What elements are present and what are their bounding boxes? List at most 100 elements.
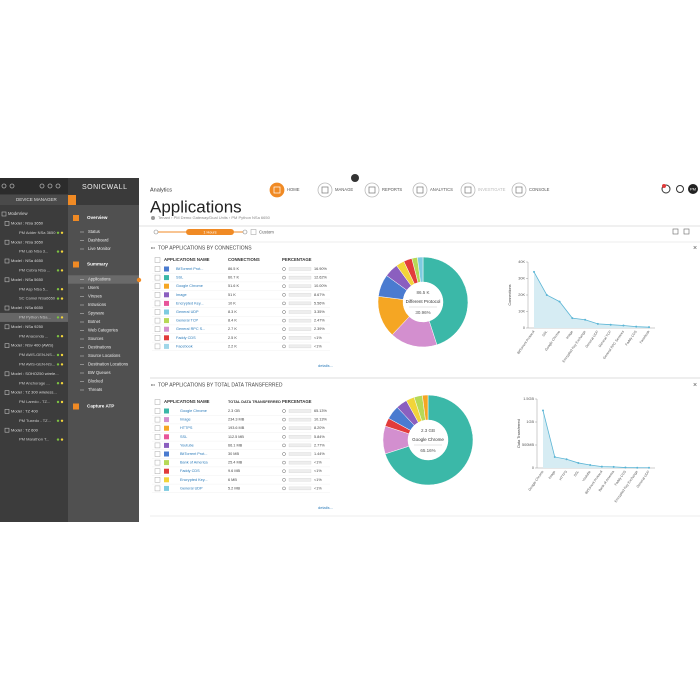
nav-item[interactable]: Source Locations	[88, 353, 120, 358]
menu-toggle[interactable]	[68, 195, 76, 205]
app-name[interactable]: Faddy CDS	[180, 469, 200, 473]
tree-group[interactable]: Model : NSa 3650	[11, 239, 44, 244]
app-name[interactable]: Facebook	[176, 344, 193, 348]
tree-group[interactable]: Model : NSa 6650	[11, 305, 44, 310]
tree-device[interactable]: PM Marathon T...	[19, 437, 49, 442]
app-name[interactable]: HTTPS	[180, 426, 193, 430]
search-icon[interactable]	[282, 452, 286, 456]
app-name[interactable]: General RPC S...	[176, 327, 205, 331]
tab-icon[interactable]	[511, 182, 527, 198]
tree-device[interactable]: PM Lab NSa 3...	[19, 249, 48, 254]
search-icon[interactable]	[282, 443, 286, 448]
tree-toggle[interactable]	[4, 239, 10, 245]
tree-device[interactable]: PM Asp NSa 5...	[19, 286, 48, 291]
search-icon[interactable]	[282, 275, 286, 280]
app-name[interactable]: SSL	[176, 276, 183, 280]
search-icon[interactable]	[282, 417, 286, 422]
donut-segment[interactable]	[384, 394, 474, 486]
search-icon[interactable]	[282, 267, 286, 271]
data-point[interactable]	[622, 324, 625, 327]
data-point[interactable]	[553, 455, 556, 458]
tree-device[interactable]: PM Anaconda ...	[19, 333, 48, 338]
nav-item[interactable]: Threats	[88, 387, 102, 392]
checkbox[interactable]	[154, 309, 161, 315]
data-point[interactable]	[648, 466, 650, 469]
search-icon[interactable]	[282, 318, 286, 323]
tree-group[interactable]: Model : NSa 5650	[11, 277, 44, 282]
tree-group[interactable]: Model : TZ 300 wireless...	[11, 390, 57, 395]
tab-icon[interactable]	[317, 182, 333, 198]
nav-tab[interactable]: ANALYTICS	[430, 187, 453, 192]
nav-item[interactable]: Sources	[88, 336, 103, 341]
help-icon[interactable]	[676, 185, 684, 193]
checkbox[interactable]	[154, 399, 161, 405]
data-point[interactable]	[600, 465, 603, 468]
checkbox[interactable]	[250, 229, 257, 235]
checkbox[interactable]	[154, 408, 161, 414]
slider-handle[interactable]	[153, 229, 159, 235]
app-name[interactable]: Youtube	[180, 443, 194, 447]
nav-tab[interactable]: MANAGE	[335, 187, 353, 192]
nav-item[interactable]: Viruses	[88, 294, 102, 299]
app-name[interactable]: BitTorrent Prot...	[176, 267, 203, 271]
data-point[interactable]	[565, 458, 568, 461]
checkbox[interactable]	[154, 459, 161, 466]
search-icon[interactable]	[282, 344, 286, 349]
data-point[interactable]	[612, 465, 615, 468]
toolbar-icon[interactable]	[55, 183, 61, 189]
checkbox[interactable]	[154, 468, 161, 474]
checkbox[interactable]	[154, 266, 161, 272]
search-icon[interactable]	[282, 469, 286, 473]
nav-item[interactable]: Web Categories	[88, 328, 118, 333]
tree-toggle[interactable]	[4, 427, 10, 433]
tree-toggle[interactable]	[4, 277, 10, 283]
app-name[interactable]: Image	[180, 418, 191, 422]
nav-item[interactable]: Spyware	[88, 311, 105, 316]
app-name[interactable]: General UDP	[180, 486, 203, 490]
app-name[interactable]: Faddy CDS	[176, 336, 196, 340]
toolbar-icon[interactable]	[1, 183, 7, 189]
nav-item[interactable]: Live Monitor	[88, 246, 111, 251]
nav-item[interactable]: Users	[88, 285, 99, 290]
checkbox[interactable]	[154, 300, 161, 307]
checkbox[interactable]	[154, 274, 161, 281]
tree-group[interactable]: Model : NSa 4650	[11, 258, 44, 263]
app-name[interactable]: Encrypted Key...	[180, 478, 208, 482]
search-icon[interactable]	[282, 284, 286, 288]
search-icon[interactable]	[282, 435, 286, 439]
tree-group[interactable]: Model : TZ 600	[11, 427, 39, 432]
checkbox[interactable]	[154, 292, 161, 298]
details-link[interactable]: details...	[318, 505, 333, 510]
panel-title[interactable]: TOP APPLICATIONS BY CONNECTIONS	[158, 245, 252, 251]
tree-group[interactable]: Model : NSa 3650	[11, 220, 44, 225]
nav-item[interactable]: Botnet	[88, 319, 101, 324]
tree-device[interactable]: PM AWS-GEN-NS...	[19, 361, 55, 366]
data-point[interactable]	[558, 300, 561, 303]
checkbox[interactable]	[154, 425, 161, 431]
app-name[interactable]: Google Chrome	[180, 409, 207, 413]
tree-toggle[interactable]	[4, 305, 10, 311]
nav-tab[interactable]: CONSOLE	[529, 187, 550, 192]
user-avatar[interactable]	[688, 184, 698, 194]
app-name[interactable]: Bank of America	[180, 461, 209, 465]
nav-tab[interactable]: HOME	[287, 187, 300, 192]
close-button[interactable]: ×	[693, 245, 697, 252]
nav-tab[interactable]: REPORTS	[382, 187, 402, 192]
app-name[interactable]: Encrypted Key...	[176, 301, 204, 305]
checkbox[interactable]	[154, 283, 161, 289]
slider-chip[interactable]	[186, 229, 234, 235]
nav-item[interactable]: Dashboard	[88, 238, 109, 243]
tree-toggle[interactable]	[4, 221, 10, 226]
collapse-button[interactable]	[351, 174, 359, 182]
app-name[interactable]: SSL	[180, 435, 187, 439]
home-icon[interactable]	[151, 216, 155, 220]
tree-toggle[interactable]	[4, 343, 10, 348]
data-point[interactable]	[584, 318, 587, 321]
tree-toggle[interactable]	[4, 371, 10, 377]
data-point[interactable]	[571, 317, 574, 320]
search-icon[interactable]	[282, 478, 286, 482]
search-icon[interactable]	[282, 310, 286, 314]
checkbox[interactable]	[154, 416, 161, 423]
checkbox[interactable]	[154, 317, 161, 324]
data-point[interactable]	[624, 466, 627, 469]
